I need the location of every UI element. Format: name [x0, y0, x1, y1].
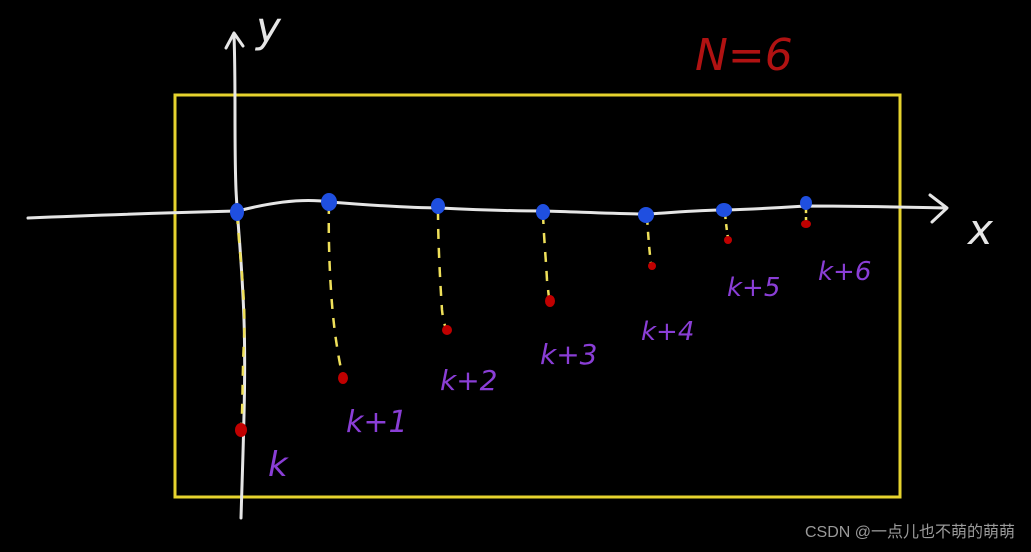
blue-dot-k [230, 203, 244, 221]
blue-dot-k2 [431, 198, 445, 214]
red-dot-k2 [442, 325, 452, 335]
point-label-k4: k+4 [641, 317, 694, 347]
point-label-k6: k+6 [818, 257, 871, 287]
red-dot-k4 [648, 262, 656, 270]
blue-dot-k1 [321, 193, 337, 211]
point-label-k: k [268, 445, 289, 485]
yellow-frame [173, 93, 902, 499]
red-dot-k3 [545, 295, 555, 307]
blue-dot-k4 [638, 207, 654, 223]
point-label-k1: k+1 [346, 405, 408, 440]
point-label-k5: k+5 [727, 273, 780, 303]
watermark-text: CSDN @一点儿也不萌的萌萌 [804, 524, 1015, 541]
blue-dot-k3 [536, 204, 550, 220]
drop-line-k2 [436, 209, 448, 330]
x-axis-label: x [966, 205, 994, 254]
y-axis-arrow-icon [224, 31, 245, 50]
drop-line-k4 [645, 216, 653, 265]
red-dot-k1 [338, 372, 348, 384]
red-dot-k6 [801, 220, 811, 228]
blue-dot-k6 [800, 196, 812, 210]
blue-dot-k5 [716, 203, 732, 217]
red-dot-k [235, 423, 247, 437]
drop-line-k1 [327, 203, 345, 377]
y-axis-label: y [254, 3, 282, 52]
point-label-k2: k+2 [440, 364, 498, 397]
drop-line-k3 [541, 213, 551, 301]
point-label-k3: k+3 [540, 338, 598, 371]
annotation-n: N=6 [695, 30, 793, 81]
red-dot-k5 [724, 236, 732, 244]
drop-line-k [235, 213, 246, 429]
x-axis-arrow-icon [928, 193, 949, 224]
